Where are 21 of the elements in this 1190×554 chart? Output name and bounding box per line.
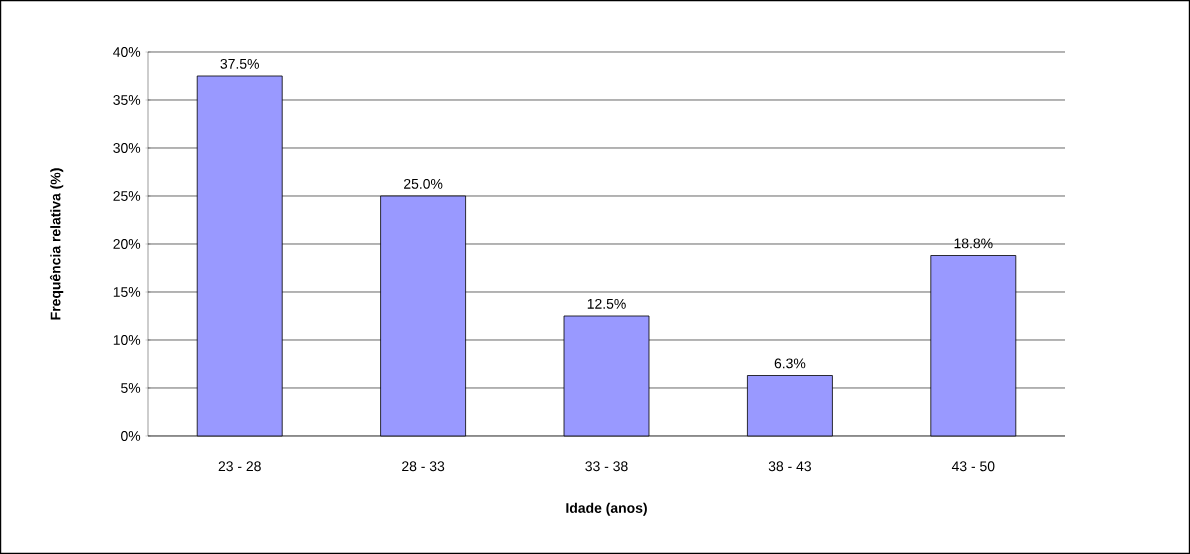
y-tick-label: 0% <box>121 431 141 441</box>
data-label: 12.5% <box>587 298 626 309</box>
x-tick-label: 28 - 33 <box>402 461 445 472</box>
data-label: 37.5% <box>220 58 259 69</box>
data-label: 18.8% <box>954 238 993 249</box>
x-tick-label: 43 - 50 <box>951 461 995 472</box>
x-tick-label: 33 - 38 <box>585 461 628 472</box>
y-tick-label: 5% <box>121 383 141 393</box>
y-tick-label: 15% <box>113 287 141 297</box>
y-tick-label: 35% <box>113 95 141 105</box>
x-tick-label: 23 - 28 <box>218 461 261 472</box>
y-axis-title: Frequência relativa (%) <box>49 168 64 320</box>
y-tick-label: 30% <box>113 143 141 153</box>
y-tick-label: 40% <box>113 47 141 57</box>
x-axis-title: Idade (anos) <box>566 502 647 516</box>
data-label: 25.0% <box>404 178 443 189</box>
y-tick-label: 10% <box>113 335 141 345</box>
data-label: 6.3% <box>774 358 806 369</box>
y-tick-label: 20% <box>113 239 141 249</box>
x-tick-label: 38 - 43 <box>768 461 811 472</box>
y-tick-label: 25% <box>113 191 141 201</box>
